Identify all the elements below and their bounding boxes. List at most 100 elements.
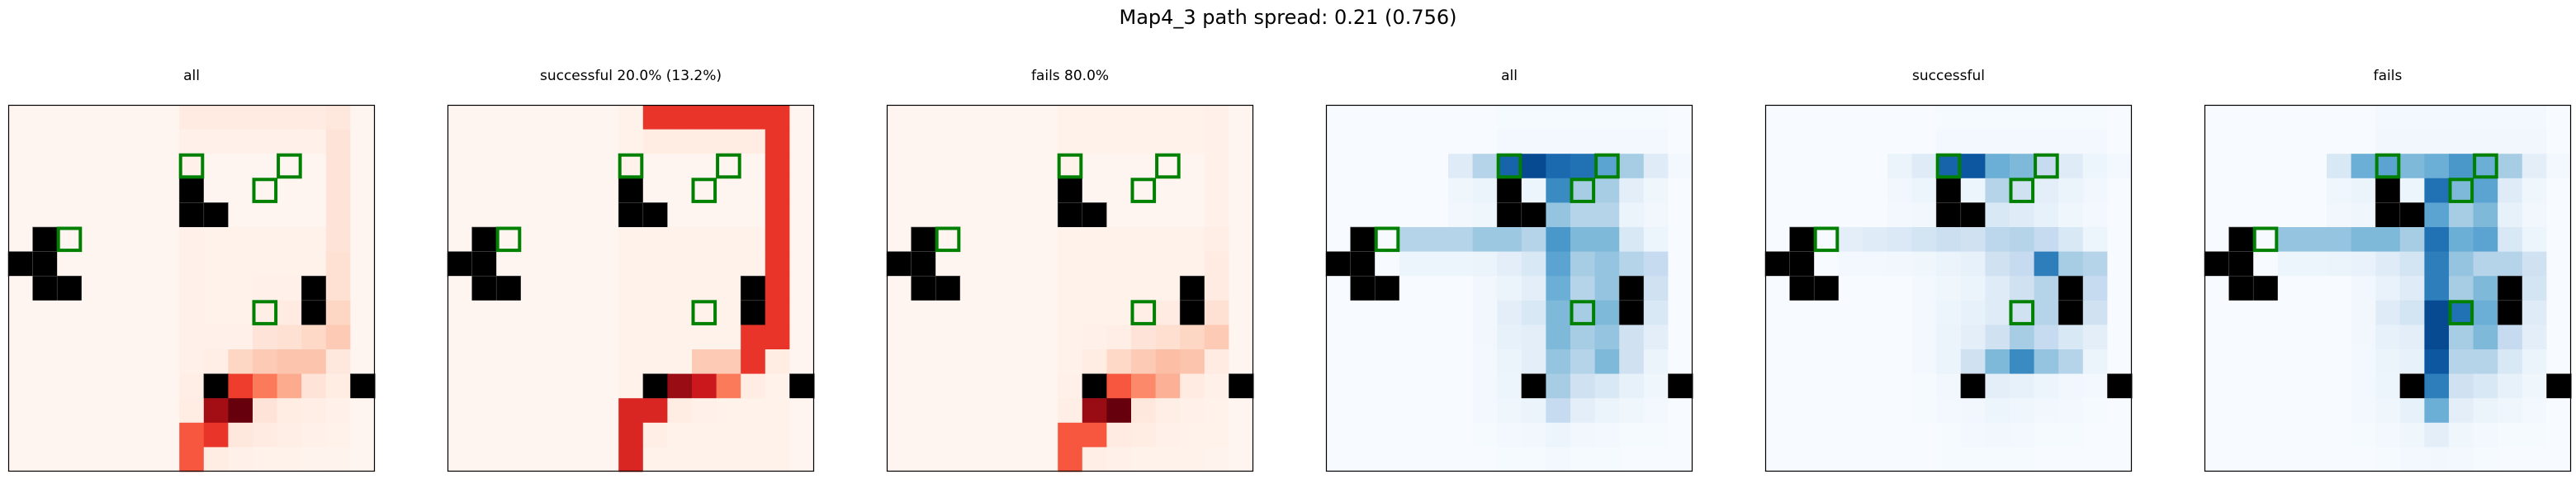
heatmap-cell — [1668, 349, 1693, 374]
heatmap-cell — [447, 202, 472, 228]
heatmap-cell — [692, 373, 717, 399]
heatmap-cell — [447, 154, 472, 179]
heatmap-cell — [789, 398, 815, 424]
heatmap-cell — [2228, 300, 2254, 325]
heatmap-cell — [496, 422, 522, 448]
heatmap-cell — [1765, 349, 1790, 374]
heatmap-cell — [130, 154, 155, 179]
heatmap-cell — [1887, 398, 1912, 424]
heatmap-cell — [2546, 276, 2572, 301]
heatmap-cell — [935, 300, 961, 325]
heatmap-cell — [2034, 202, 2059, 228]
heatmap-cell — [277, 447, 302, 472]
heatmap-cell — [154, 178, 180, 203]
wall-cell — [2057, 300, 2084, 326]
heatmap-cell — [2082, 105, 2108, 130]
heatmap-cell — [667, 373, 693, 399]
heatmap-cell — [2302, 325, 2327, 350]
heatmap-cell — [1106, 178, 1132, 203]
heatmap-cell — [253, 227, 277, 252]
heatmap-cell — [2498, 398, 2523, 424]
heatmap-cell — [1106, 422, 1132, 448]
heatmap-cell — [1131, 422, 1156, 448]
wall-cell — [1789, 251, 1815, 277]
heatmap-cell — [228, 154, 253, 179]
heatmap-cell — [1887, 105, 1912, 130]
heatmap-cell — [959, 251, 985, 277]
wall-cell — [886, 251, 912, 277]
heatmap-cell — [1082, 154, 1107, 179]
heatmap-cell — [1570, 373, 1595, 399]
heatmap-cell — [1423, 300, 1449, 325]
heatmap-cell — [2498, 227, 2523, 252]
heatmap-cell — [1472, 105, 1498, 130]
heatmap-cell — [1399, 154, 1424, 179]
heatmap-cell — [2228, 398, 2254, 424]
heatmap-cell — [984, 105, 1010, 130]
heatmap-cell — [935, 105, 961, 130]
heatmap-cell — [984, 202, 1010, 228]
heatmap-cell — [1985, 105, 2010, 130]
heatmap-cell — [667, 276, 693, 301]
heatmap-cell — [935, 251, 961, 277]
heatmap-cell — [1229, 422, 1254, 448]
heatmap-cell — [692, 227, 717, 252]
heatmap-cell — [253, 422, 277, 448]
heatmap-cell — [2034, 105, 2059, 130]
heatmap-cell — [667, 202, 693, 228]
heatmap-cell — [1546, 227, 1571, 252]
heatmap-cell — [2010, 154, 2034, 179]
heatmap-cell — [2522, 276, 2547, 301]
heatmap-cell — [2253, 398, 2279, 424]
wall-cell — [178, 178, 205, 204]
heatmap-cell — [277, 227, 302, 252]
heatmap-cell — [1472, 422, 1498, 448]
heatmap-cell — [2522, 251, 2547, 277]
heatmap-cell — [2327, 154, 2351, 179]
heatmap-cell — [1619, 398, 1645, 424]
goal-marker — [2009, 178, 2035, 203]
heatmap-cell — [520, 422, 546, 448]
panel-title: fails — [2373, 68, 2403, 84]
wall-cell — [447, 251, 473, 277]
heatmap-cell — [2058, 373, 2084, 399]
heatmap-cell — [2327, 178, 2351, 203]
heatmap-cell — [32, 325, 58, 350]
wall-cell — [2057, 275, 2084, 301]
heatmap-cell — [1033, 349, 1058, 374]
heatmap-cell — [520, 251, 546, 277]
heatmap-cell — [2082, 202, 2108, 228]
heatmap-cell — [447, 276, 472, 301]
heatmap-cell — [1814, 251, 1840, 277]
heatmap-cell — [350, 202, 376, 228]
heatmap-cell — [1814, 154, 1840, 179]
heatmap-cell — [57, 178, 83, 203]
heatmap-cell — [1814, 447, 1840, 472]
wall-cell — [350, 373, 376, 399]
heatmap-cell — [2277, 129, 2303, 154]
heatmap-cell — [789, 325, 815, 350]
heatmap-cell — [1350, 154, 1376, 179]
heatmap-cell — [203, 227, 229, 252]
heatmap-cell — [984, 154, 1010, 179]
heatmap-cell — [1985, 422, 2010, 448]
heatmap-cell — [106, 447, 131, 472]
wall-cell — [2204, 251, 2230, 277]
heatmap-cell — [1058, 325, 1083, 350]
heatmap-cell — [1204, 276, 1229, 301]
heatmap-cell — [642, 227, 668, 252]
heatmap-cell — [2082, 300, 2108, 325]
heatmap-cell — [57, 325, 83, 350]
heatmap-cell — [1838, 105, 1863, 130]
heatmap-cell — [692, 202, 717, 228]
heatmap-cell — [1180, 129, 1205, 154]
heatmap-cell — [130, 422, 155, 448]
heatmap-cell — [179, 276, 205, 301]
heatmap-cell — [2010, 276, 2034, 301]
heatmap-cell — [1204, 251, 1229, 277]
heatmap-cell — [741, 349, 766, 374]
wall-cell — [1374, 275, 1400, 301]
heatmap-cell — [350, 325, 376, 350]
heatmap-cell — [1106, 325, 1132, 350]
heatmap-cell — [1814, 129, 1840, 154]
